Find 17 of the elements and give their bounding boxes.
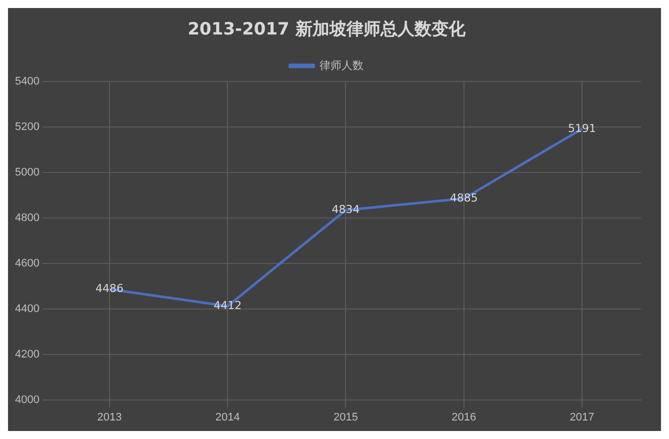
chart-title: 2013-2017 新加坡律师总人数变化 (188, 20, 466, 40)
data-label: 5191 (568, 122, 596, 135)
y-tick-label: 5200 (14, 120, 40, 133)
y-tick-label: 4400 (14, 302, 40, 315)
y-tick-label: 4000 (14, 394, 40, 406)
x-tick-label: 2014 (215, 411, 240, 424)
x-tick-label: 2013 (97, 411, 122, 424)
y-tick-label: 5000 (14, 166, 40, 178)
legend-label: 律师人数 (319, 58, 364, 72)
y-tick-label: 4800 (14, 212, 40, 224)
y-tick-label: 4600 (14, 257, 40, 270)
x-tick-label: 2017 (570, 411, 594, 424)
x-tick-label: 2016 (452, 411, 476, 424)
y-tick-label: 5400 (14, 75, 40, 88)
x-tick-label: 2015 (333, 411, 358, 424)
y-tick-label: 4200 (14, 348, 40, 360)
data-label: 4486 (96, 282, 124, 296)
